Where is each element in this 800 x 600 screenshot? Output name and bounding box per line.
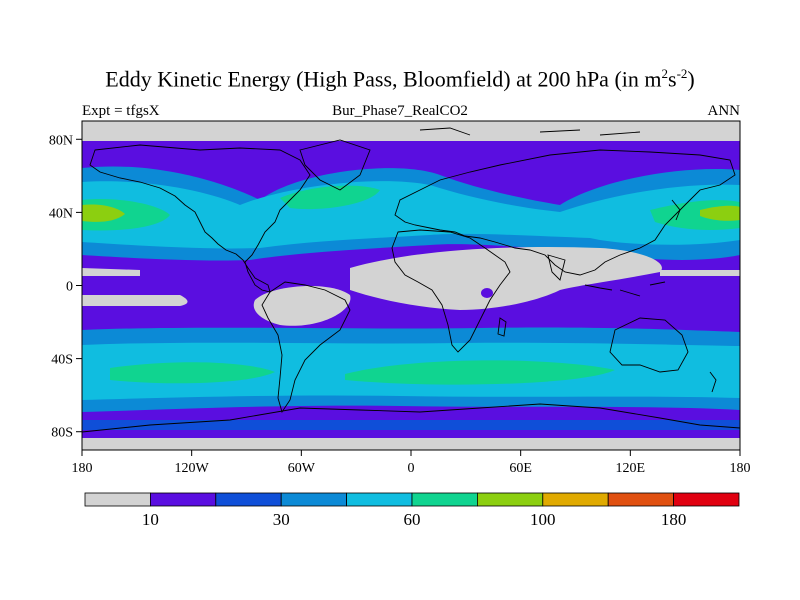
lat-tick-label: 80N [49, 133, 73, 148]
coastlines [82, 127, 740, 433]
colorbar-swatch [476, 492, 544, 507]
colorbar-swatch [149, 492, 217, 507]
colorbar-swatch [215, 492, 282, 507]
case-label: Bur_Phase7_RealCO2 [332, 103, 468, 119]
experiment-label: Expt = tfgsX [82, 103, 160, 119]
lon-tick-label: 120W [175, 461, 210, 476]
latitude-axis: 80N 40N 0 40S 80S [49, 133, 82, 441]
lon-tick-label: 120E [616, 461, 646, 476]
colorbar-swatch [607, 492, 675, 507]
colorbar-label: 100 [530, 510, 556, 529]
longitude-axis: 180 120W 60W 0 60E 120E 180 [72, 450, 751, 476]
colorbar-label: 60 [404, 510, 421, 529]
lon-tick-label: 180 [72, 461, 93, 476]
lat-tick-label: 0 [66, 280, 73, 295]
contour-field [82, 121, 740, 450]
lat-tick-label: 80S [51, 426, 73, 441]
colorbar-swatch [411, 492, 478, 507]
plot-title: Eddy Kinetic Energy (High Pass, Bloomfie… [105, 66, 695, 92]
colorbar-swatch [346, 492, 413, 507]
season-label: ANN [707, 103, 741, 119]
colorbar: 10 30 60 100 180 [84, 492, 740, 529]
colorbar-swatch [280, 492, 348, 507]
lon-tick-label: 180 [730, 461, 751, 476]
lat-tick-label: 40N [49, 206, 73, 221]
lon-tick-label: 60E [509, 461, 532, 476]
lat-tick-label: 40S [51, 353, 73, 368]
colorbar-label: 10 [142, 510, 159, 529]
colorbar-swatch [84, 492, 151, 507]
lon-tick-label: 0 [408, 461, 415, 476]
colorbar-label: 30 [273, 510, 290, 529]
colorbar-swatch [542, 492, 609, 507]
lon-tick-label: 60W [288, 461, 316, 476]
colorbar-label: 180 [661, 510, 687, 529]
colorbar-swatch [673, 492, 740, 507]
